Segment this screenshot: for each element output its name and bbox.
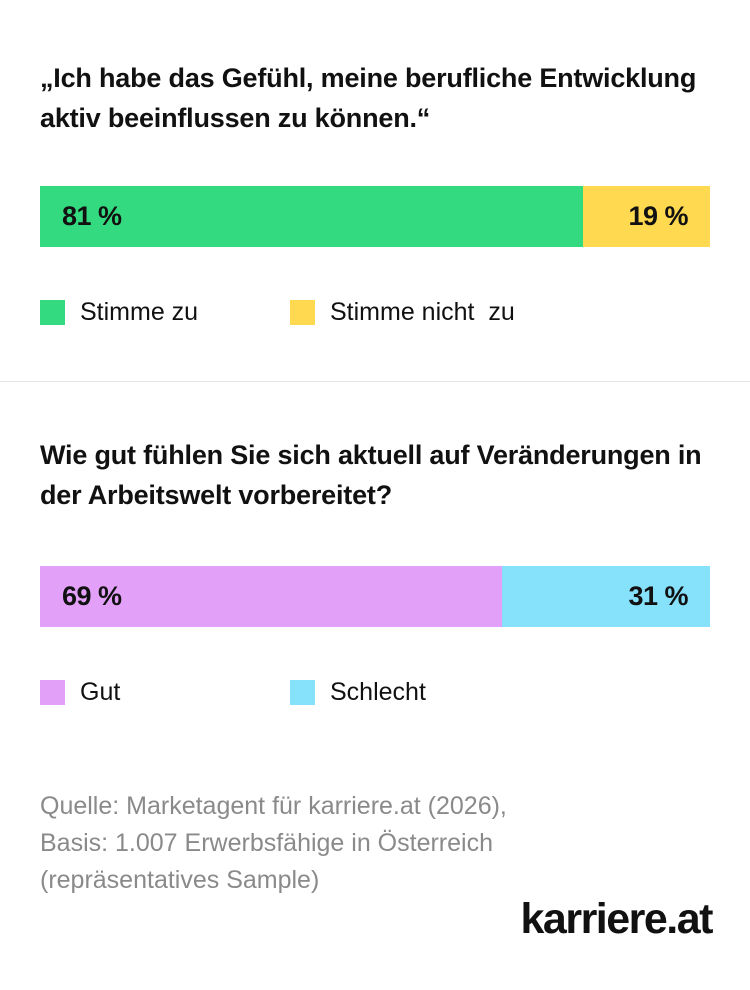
chart2-segment-good: 69 % [40, 566, 503, 627]
chart2-label-good: 69 % [62, 581, 122, 611]
legend-item-good: Gut [40, 678, 290, 707]
chart2-legend: Gut Schlecht [40, 677, 426, 707]
chart1-title: „Ich habe das Gefühl, meine berufliche E… [40, 63, 697, 133]
chart2-title: Wie gut fühlen Sie sich aktuell auf Verä… [40, 440, 702, 510]
legend-swatch-good [40, 679, 65, 705]
legend-label-good: Gut [80, 677, 121, 706]
legend-label-bad: Schlecht [330, 677, 426, 706]
chart1-legend: Stimme zu Stimme nicht zu [40, 297, 515, 327]
chart1-segment-agree: 81 % [40, 186, 583, 247]
legend-label-agree: Stimme zu [80, 297, 199, 326]
legend-item-agree: Stimme zu [40, 298, 290, 327]
chart2-segment-bad: 31 % [502, 566, 710, 627]
brand-logo: karriere.at [520, 895, 714, 943]
source-line: Basis: 1.007 Erwerbsfähige in Österreich [40, 829, 493, 857]
section-divider [0, 381, 750, 382]
chart2-bar: 69 % 31 % [40, 566, 710, 627]
source-line: Quelle: Marketagent für karriere.at (202… [40, 792, 507, 820]
chart1-label-disagree: 19 % [628, 201, 688, 231]
legend-label-disagree: Stimme nicht zu [330, 297, 515, 326]
legend-item-bad: Schlecht [290, 678, 426, 707]
legend-item-disagree: Stimme nicht zu [290, 298, 515, 327]
source-line: (repräsentatives Sample) [40, 866, 320, 894]
source-note: Quelle: Marketagent für karriere.at (202… [40, 788, 720, 899]
chart1-segment-disagree: 19 % [582, 186, 710, 247]
legend-swatch-agree [40, 299, 65, 325]
chart2-label-bad: 31 % [628, 581, 688, 611]
legend-swatch-disagree [290, 299, 315, 325]
chart1-label-agree: 81 % [62, 201, 122, 231]
legend-swatch-bad [290, 679, 315, 705]
chart1-bar: 81 % 19 % [40, 186, 710, 247]
